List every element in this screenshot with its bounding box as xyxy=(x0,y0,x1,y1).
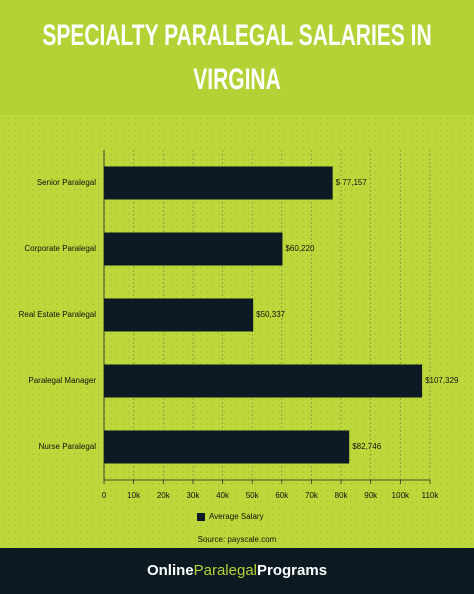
x-tick-label: 50k xyxy=(246,491,260,500)
value-label: $60,220 xyxy=(285,244,314,253)
brand-part: Programs xyxy=(257,562,328,579)
bar xyxy=(104,298,254,332)
x-tick-label: 20k xyxy=(157,491,171,500)
chart-title: SPECIALTY PARALEGAL SALARIES IN VIRGINA xyxy=(42,19,432,96)
x-tick-label: 30k xyxy=(186,491,200,500)
source: Source: payscale.com xyxy=(198,535,277,544)
x-tick-label: 90k xyxy=(364,491,378,500)
value-label: $107,329 xyxy=(425,376,459,385)
y-tick-label: Corporate Paralegal xyxy=(24,244,96,253)
bar xyxy=(104,430,350,464)
legend-label: Average Salary xyxy=(209,512,264,521)
x-tick-label: 80k xyxy=(335,491,349,500)
x-tick-label: 0 xyxy=(102,491,107,500)
bar xyxy=(104,364,423,398)
y-tick-label: Real Estate Paralegal xyxy=(19,310,97,319)
x-tick-label: 10k xyxy=(127,491,141,500)
header: SPECIALTY PARALEGAL SALARIES IN VIRGINA xyxy=(0,0,474,115)
value-label: $ 77,157 xyxy=(336,178,368,187)
y-tick-label: Senior Paralegal xyxy=(37,178,96,187)
chart: 0 10k 20k 30k 40k 50k 60k 70k 80k 90k 100k 110k Seni… xyxy=(0,115,474,548)
brand-part: Paralegal xyxy=(193,562,258,579)
x-tick-label: 40k xyxy=(216,491,230,500)
legend-swatch xyxy=(197,513,205,521)
bar xyxy=(104,232,283,266)
y-tick-label: Nurse Paralegal xyxy=(39,442,97,451)
x-tick-label: 70k xyxy=(305,491,319,500)
footer: OnlineParalegalPrograms xyxy=(0,548,474,594)
x-tick-label: 110k xyxy=(422,491,440,500)
y-tick-label: Paralegal Manager xyxy=(28,376,96,385)
brand-part: Online xyxy=(146,562,194,579)
value-label: $82,746 xyxy=(352,442,381,451)
value-label: $50,337 xyxy=(256,310,285,319)
bar xyxy=(104,166,333,200)
x-tick-label: 60k xyxy=(275,491,289,500)
x-tick-label: 100k xyxy=(392,491,410,500)
